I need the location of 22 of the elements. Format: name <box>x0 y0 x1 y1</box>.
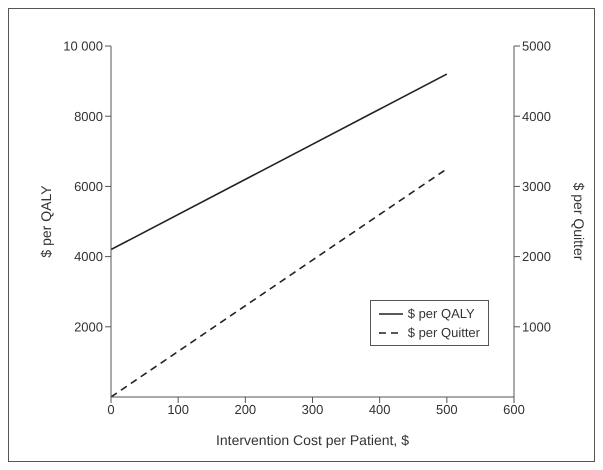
x-tick-label: 100 <box>167 402 190 418</box>
y2-tick-label: 4000 <box>522 108 551 124</box>
y2-axis-title: $ per Quitter <box>571 182 588 261</box>
legend-label: $ per Quitter <box>408 324 480 342</box>
x-tick-label: 600 <box>503 402 525 418</box>
y2-tick-label: 5000 <box>522 38 551 54</box>
x-tick-label: 0 <box>107 402 115 418</box>
x-tick-label: 400 <box>368 402 391 418</box>
x-axis-title: Intervention Cost per Patient, $ <box>216 432 410 448</box>
y-tick-label: 4000 <box>74 249 103 264</box>
x-tick-label: 300 <box>302 402 324 418</box>
y2-tick-label: 2000 <box>522 249 551 264</box>
y-tick-label: 10 000 <box>63 38 103 54</box>
x-tick-label: 200 <box>234 402 256 418</box>
y2-tick-label: 1000 <box>522 319 551 334</box>
y2-tick-label: 3000 <box>522 179 551 194</box>
legend-label: $ per QALY <box>408 305 475 323</box>
y-tick-label: 8000 <box>74 108 103 124</box>
y-tick-label: 2000 <box>74 319 103 334</box>
x-tick-label: 500 <box>436 402 458 418</box>
y-axis-title: $ per QALY <box>38 184 54 258</box>
y-tick-label: 6000 <box>74 179 103 194</box>
